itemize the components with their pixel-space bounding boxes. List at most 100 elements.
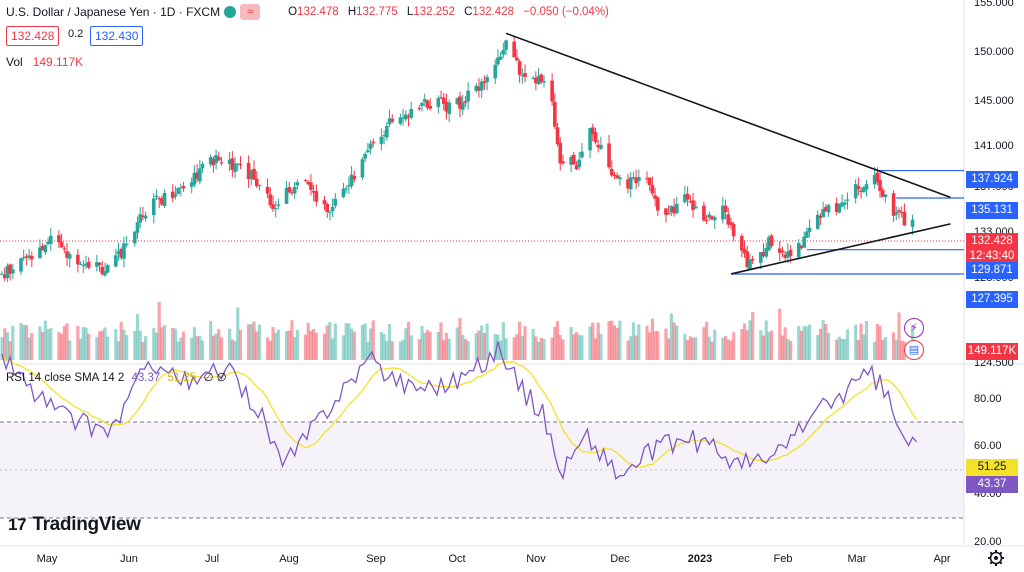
candle-body — [363, 153, 367, 159]
volume-bar — [593, 338, 598, 360]
candle-body — [894, 212, 899, 215]
volume-bar — [721, 337, 725, 360]
volume-bar — [271, 326, 275, 360]
candle-body — [609, 168, 614, 176]
volume-bar — [200, 340, 205, 360]
volume-bar — [824, 324, 828, 360]
candle-body — [57, 235, 61, 243]
candle-body — [366, 150, 370, 153]
volume-bar — [97, 331, 102, 360]
volume-bar — [171, 327, 175, 360]
candle-body — [780, 250, 785, 253]
candle-body — [664, 208, 668, 215]
candle-body — [371, 141, 376, 144]
candle-body — [103, 271, 107, 276]
volume-bar — [417, 339, 421, 360]
volume-bar — [748, 320, 752, 360]
candle-body — [523, 73, 527, 77]
time-axis[interactable]: May Jun Jul Aug Sep Oct Nov Dec 2023 Feb Mar Apr — [37, 553, 951, 565]
volume-bar — [276, 329, 281, 360]
candle-body — [341, 188, 346, 197]
candle-body — [138, 214, 143, 223]
volume-bar — [352, 331, 356, 360]
candle-body — [114, 255, 118, 267]
volume-bar — [816, 335, 820, 360]
candle-body — [95, 261, 99, 267]
volume-bar — [561, 339, 565, 360]
volume-bar — [626, 340, 630, 360]
candle-body — [230, 158, 235, 170]
candle-body — [119, 248, 124, 258]
volume-bar — [818, 328, 823, 360]
volume-bar — [176, 341, 180, 360]
volume-bar — [900, 340, 904, 360]
candle-body — [48, 235, 53, 244]
volume-bar — [439, 322, 443, 360]
open-label: O — [288, 6, 298, 18]
volume-bar — [328, 322, 332, 360]
lightning-event-icon[interactable]: ⚡ — [904, 318, 924, 338]
ask-price-box[interactable]: 132.430 — [90, 26, 144, 46]
candle-body — [826, 205, 831, 213]
candle-body — [721, 205, 725, 220]
candle-body — [65, 251, 69, 258]
volume-bar — [312, 329, 316, 360]
volume-bar — [62, 326, 66, 360]
time-tick-label: Sep — [366, 553, 386, 565]
tradingview-logo[interactable]: 17 TradingView — [8, 514, 141, 536]
candle-body — [683, 194, 687, 203]
candle-body — [11, 269, 15, 274]
candle-body — [674, 203, 679, 214]
time-tick-label: Feb — [774, 553, 793, 565]
candle-body — [466, 90, 470, 102]
volume-bar — [656, 330, 660, 360]
close-label: C — [464, 6, 473, 18]
rsi-title[interactable]: RSI 14 close SMA 14 2 — [6, 372, 125, 384]
candle-body — [824, 207, 828, 211]
candle-body — [403, 114, 408, 120]
volume-bar — [81, 326, 85, 360]
candle-body — [368, 143, 373, 149]
volume-bar — [637, 324, 641, 360]
candle-body — [618, 177, 622, 180]
candle-body — [910, 219, 915, 227]
candle-body — [691, 200, 695, 211]
volume-bar — [41, 331, 45, 360]
candle-body — [214, 155, 218, 164]
volume-bar — [891, 332, 896, 360]
settings-gear-icon[interactable] — [988, 550, 1004, 566]
volume-bar — [163, 325, 167, 360]
candle-body — [441, 97, 446, 104]
candle-body — [688, 201, 693, 203]
wave-icon[interactable]: ≈ — [240, 4, 261, 20]
trendlines[interactable] — [505, 32, 951, 275]
bid-price-box[interactable]: 132.428 — [6, 26, 60, 46]
candle-body — [417, 107, 422, 109]
candle-body — [726, 214, 731, 225]
time-tick-label: Oct — [448, 553, 465, 565]
open-value: 132.478 — [297, 6, 339, 18]
volume-bar — [610, 320, 614, 360]
candle-body — [807, 227, 812, 232]
candle-body — [162, 193, 167, 206]
volume-bar — [574, 332, 579, 360]
volume-bar — [398, 341, 402, 360]
volume-bar — [751, 312, 755, 360]
volume-bar — [729, 340, 733, 360]
volume-bar — [173, 328, 178, 360]
volume-bar — [572, 334, 576, 360]
candle-body — [599, 144, 603, 149]
volume-bar — [618, 320, 622, 360]
candle-body — [246, 162, 251, 180]
symbol-title[interactable]: U.S. Dollar / Japanese Yen · 1D · FXCM — [6, 5, 221, 19]
rsi-sma-value: 51.25 — [167, 372, 197, 384]
candle-body — [496, 57, 500, 65]
candle-body — [252, 168, 256, 180]
time-tick-label: Jun — [120, 553, 138, 565]
candle-body — [30, 256, 34, 260]
volume-bar — [894, 339, 898, 360]
volume-bar — [854, 324, 858, 360]
candle-body — [160, 198, 164, 205]
us-flag-event-icon[interactable]: ▤ — [904, 340, 924, 360]
